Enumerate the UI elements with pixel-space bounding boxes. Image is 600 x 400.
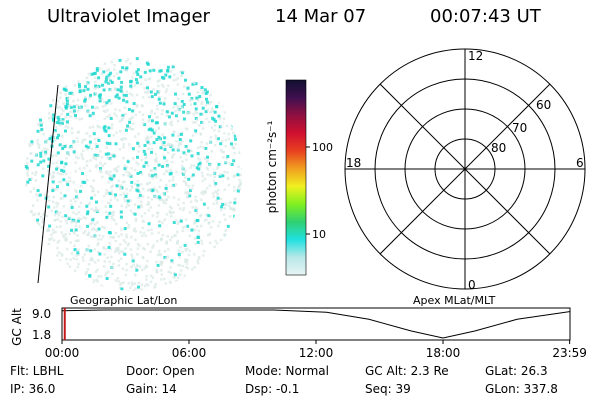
date-label: 14 Mar 07 bbox=[275, 6, 367, 27]
polar-label-12: 12 bbox=[468, 49, 483, 63]
orbit-timeline: GC Alt 9.0 1.8 Geographic Lat/Lon Apex M… bbox=[10, 294, 587, 360]
ip-status: IP: 36.0 bbox=[10, 382, 56, 396]
colorbar-gradient bbox=[285, 79, 307, 276]
colorbar-tick-10: 10 bbox=[312, 228, 326, 241]
polar-label-80: 80 bbox=[491, 141, 506, 155]
polar-label-60: 60 bbox=[536, 98, 551, 112]
time-label: 00:07:43 UT bbox=[430, 6, 541, 27]
timeline-left-title: Geographic Lat/Lon bbox=[70, 294, 177, 307]
polar-label-0: 0 bbox=[468, 278, 476, 292]
dsp-status: Dsp: -0.1 bbox=[245, 382, 300, 396]
timeline-xtick-0600: 06:00 bbox=[172, 346, 207, 360]
timeline-x-ticks bbox=[61, 340, 571, 344]
colorbar-ticks bbox=[306, 146, 310, 235]
status-info: Flt: LBHL Door: Open Mode: Normal GC Alt… bbox=[0, 360, 600, 400]
timeline-xtick-2359: 23:59 bbox=[552, 346, 587, 360]
page-title: Ultraviolet Imager bbox=[47, 6, 210, 27]
timeline-xtick-0000: 00:00 bbox=[45, 346, 80, 360]
colorbar-label: photon cm⁻²s⁻¹ bbox=[265, 120, 279, 213]
mode-status: Mode: Normal bbox=[245, 364, 329, 378]
polar-label-70: 70 bbox=[512, 121, 527, 135]
filter-status: Flt: LBHL bbox=[10, 364, 64, 378]
colorbar-tick-100: 100 bbox=[312, 141, 333, 154]
polar-label-6: 6 bbox=[576, 156, 584, 170]
polar-label-18: 18 bbox=[346, 156, 361, 170]
polar-plot: 12 18 6 0 60 70 80 bbox=[344, 48, 586, 292]
gain-status: Gain: 14 bbox=[126, 382, 177, 396]
imager-image bbox=[24, 57, 242, 291]
orbit-altitude-line bbox=[61, 309, 570, 339]
timeline-ylabel: GC Alt bbox=[10, 308, 24, 346]
timeline-xtick-1200: 12:00 bbox=[299, 346, 334, 360]
seq-status: Seq: 39 bbox=[365, 382, 411, 396]
door-status: Door: Open bbox=[126, 364, 195, 378]
timeline-xtick-1800: 18:00 bbox=[426, 346, 461, 360]
imager-aurora-dots bbox=[24, 57, 242, 291]
polar-diagonal-2 bbox=[379, 83, 551, 255]
timeline-frame bbox=[61, 307, 571, 341]
limb-line bbox=[37, 84, 59, 284]
colorbar: photon cm⁻²s⁻¹ 100 10 bbox=[265, 79, 333, 276]
timeline-ytick-top: 9.0 bbox=[32, 307, 51, 321]
glon-status: GLon: 337.8 bbox=[485, 382, 558, 396]
timeline-right-title: Apex MLat/MLT bbox=[413, 294, 496, 307]
gc-alt-status: GC Alt: 2.3 Re bbox=[365, 364, 449, 378]
header: Ultraviolet Imager 14 Mar 07 00:07:43 UT bbox=[0, 6, 600, 30]
timeline-ytick-bottom: 1.8 bbox=[32, 328, 51, 342]
glat-status: GLat: 26.3 bbox=[485, 364, 548, 378]
